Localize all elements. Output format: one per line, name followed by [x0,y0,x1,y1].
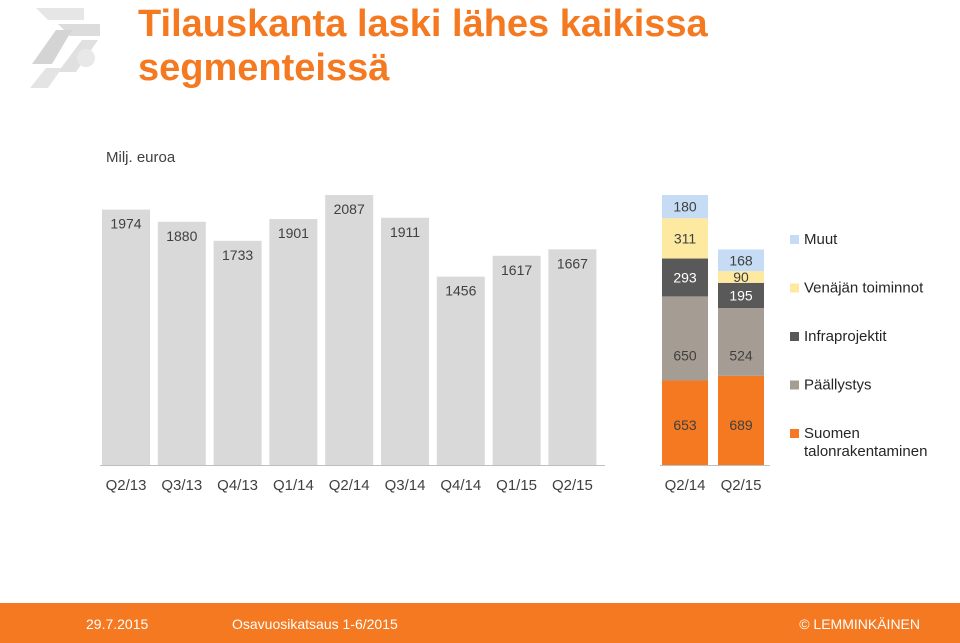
data-label-suomen-talonrakentaminen-q2-15: 689 [729,417,753,433]
bar-q1-14 [269,219,318,465]
bar-q2-13 [102,209,150,465]
data-label-päällystys-q2-15: 524 [729,348,753,364]
segment-muut-q2-15 [718,249,764,272]
page-title: Tilauskanta laski lähes kaikissa segment… [138,3,708,89]
tick-label-q2-15: Q2/15 [552,477,593,494]
bar-q4-14 [436,276,485,465]
segment-venäjän-toiminnot-q2-15 [718,271,764,283]
data-label-venäjän-toiminnot-q2-15: 90 [733,269,749,285]
legend-label-muut: Muut [804,231,838,248]
tick-label-q2-14-segmented: Q2/14 [665,477,706,494]
legend-swatch-venäjän-toiminnot [790,283,799,293]
legend-swatch-suomen-talonrakentaminen [790,429,799,438]
bar-q2-14 [325,195,374,465]
legend-label-suomen-talonrakentaminen: Suomen talonrakentaminen [804,425,927,460]
data-label-q1-15: 1617 [501,262,532,278]
segment-päällystys-q2-14 [662,296,708,381]
data-label-muut-q2-14: 180 [673,199,697,215]
tick-label-q3-13: Q3/13 [161,477,202,494]
data-label-infraprojektit-q2-14: 293 [673,269,697,285]
data-label-q1-14: 1901 [278,225,309,241]
unit-label: Milj. euroa [106,149,176,166]
footer-date: 29.7.2015 [86,616,149,632]
tick-label-q2-13: Q2/13 [106,477,147,494]
segment-venäjän-toiminnot-q2-14 [662,218,708,259]
data-label-q3-13: 1880 [166,228,197,244]
bar-q4-13 [213,240,262,465]
data-label-suomen-talonrakentaminen-q2-14: 653 [673,417,697,433]
segment-infraprojektit-q2-15 [718,282,764,309]
tick-label-q2-15-segmented: Q2/15 [721,477,762,494]
tick-label-q1-15: Q1/15 [496,477,537,494]
data-label-venäjän-toiminnot-q2-14: 311 [674,230,697,246]
legend-label-infraprojektit: Infraprojektit [804,328,887,345]
segment-suomen-talonrakentaminen-q2-15 [718,375,764,465]
bar-q3-13 [157,221,206,465]
legend-swatch-muut [790,235,799,244]
legend-swatch-päällystys [790,380,799,390]
tick-label-q3-14: Q3/14 [385,477,426,494]
footer-bar: 29.7.2015 Osavuosikatsaus 1-6/2015 © LEM… [0,603,960,643]
data-label-q2-15: 1667 [557,255,588,271]
segment-infraprojektit-q2-14 [662,258,708,297]
data-label-muut-q2-15: 168 [729,252,753,268]
segment-suomen-talonrakentaminen-q2-14 [662,380,708,465]
bar-q1-15 [492,255,541,465]
data-label-q3-14: 1911 [390,224,420,240]
footer-presentation: Osavuosikatsaus 1-6/2015 [232,616,398,632]
footer-copyright: © LEMMINKÄINEN [799,616,920,632]
data-label-q2-13: 1974 [110,216,141,232]
legend-label-päällystys: Päällystys [804,377,872,394]
company-logo [30,8,100,88]
bar-q3-14 [381,217,429,465]
tick-label-q4-14: Q4/14 [440,477,481,494]
tick-label-q1-14: Q1/14 [273,477,314,494]
segment-muut-q2-14 [662,195,708,219]
data-label-q4-14: 1456 [445,283,476,299]
legend-swatch-infraprojektit [790,332,799,341]
data-label-q2-14: 2087 [334,201,365,217]
data-label-päällystys-q2-14: 650 [673,347,697,363]
tick-label-q4-13: Q4/13 [217,477,258,494]
data-label-q4-13: 1733 [222,247,253,263]
segment-päällystys-q2-15 [718,308,764,376]
legend-label-venäjän-toiminnot: Venäjän toiminnot [804,280,924,297]
order-backlog-chart: 1974 Q2/13 1880 Q3/13 1733 Q4/13 1901 Q1/14 2087… [100,195,927,494]
tick-label-q2-14: Q2/14 [329,477,370,494]
bar-q2-15 [548,249,597,465]
data-label-infraprojektit-q2-15: 195 [729,287,753,303]
